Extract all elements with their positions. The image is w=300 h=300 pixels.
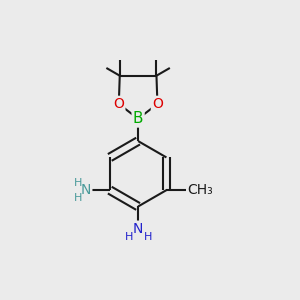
Text: N: N: [133, 222, 143, 236]
Text: H: H: [124, 232, 133, 242]
Text: O: O: [113, 97, 124, 111]
Text: B: B: [133, 111, 143, 126]
Text: H: H: [74, 178, 82, 188]
Text: O: O: [152, 97, 163, 111]
Text: N: N: [81, 183, 91, 197]
Text: H: H: [143, 232, 152, 242]
Text: CH₃: CH₃: [187, 183, 213, 197]
Text: H: H: [74, 193, 82, 202]
